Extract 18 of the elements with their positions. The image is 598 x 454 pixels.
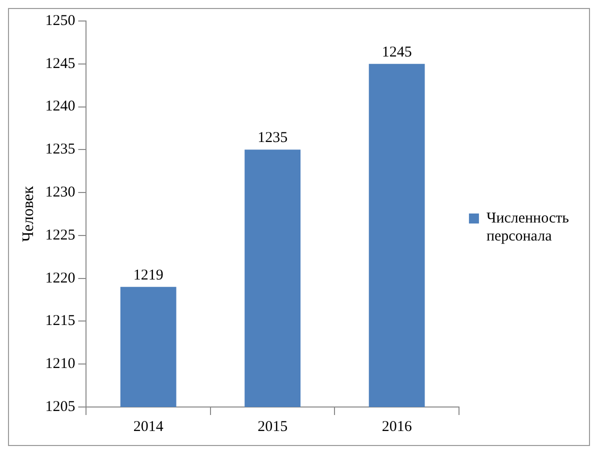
y-tick-label: 1230 — [45, 184, 76, 200]
y-tick-label: 1250 — [45, 12, 76, 29]
y-tick-label: 1220 — [45, 270, 76, 286]
y-tick-label: 1215 — [45, 313, 76, 330]
legend-label: Численность персонала — [486, 210, 570, 244]
y-tick-label: 1210 — [45, 356, 76, 372]
y-tick-label: 1205 — [45, 398, 76, 415]
data-label: 1235 — [258, 130, 288, 146]
x-tick-label: 2015 — [258, 418, 288, 435]
y-tick-label: 1245 — [45, 56, 76, 72]
y-tick-label: 1240 — [45, 98, 76, 115]
x-tick-label: 2016 — [382, 418, 412, 435]
y-tick-label: 1225 — [45, 227, 76, 244]
y-tick-label: 1235 — [45, 142, 76, 158]
x-tick-label: 2014 — [133, 418, 164, 435]
data-label: 1219 — [133, 267, 164, 284]
data-label: 1245 — [382, 44, 412, 60]
y-axis-title: Человек — [20, 186, 37, 242]
